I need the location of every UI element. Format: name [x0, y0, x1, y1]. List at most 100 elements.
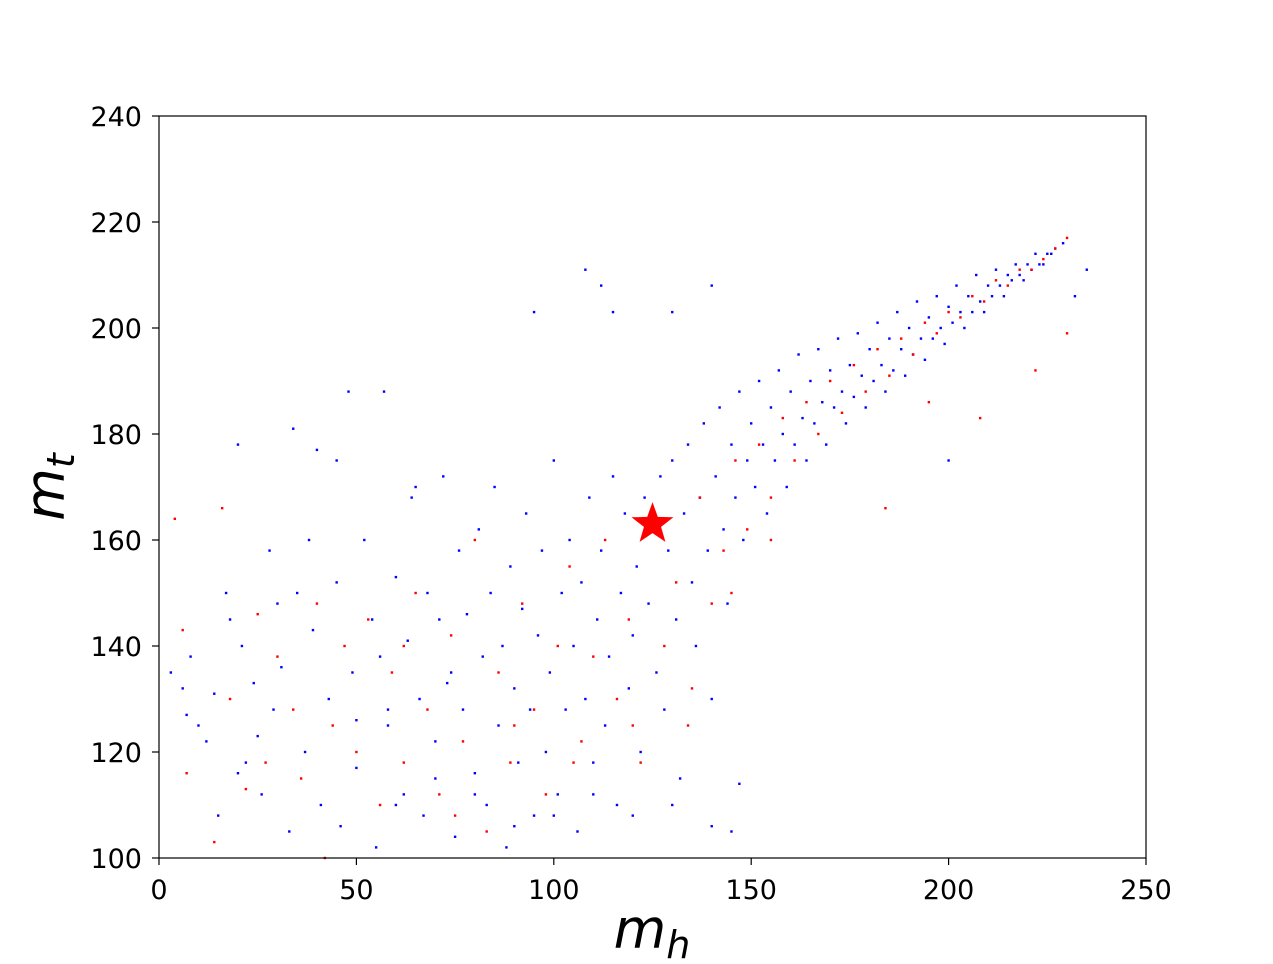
red-data-point: [343, 644, 346, 648]
red-data-point: [556, 644, 559, 648]
blue-data-point: [481, 655, 484, 658]
highlight-star-point: [631, 502, 674, 542]
red-data-point: [923, 321, 927, 324]
blue-data-point: [848, 363, 852, 367]
blue-data-point: [615, 803, 619, 807]
blue-data-point: [493, 485, 496, 489]
red-data-point: [228, 697, 232, 701]
blue-data-point: [730, 443, 733, 446]
blue-data-point: [947, 459, 950, 462]
blue-data-point: [288, 830, 291, 833]
blue-data-point: [627, 687, 631, 690]
red-data-point: [220, 507, 224, 510]
blue-data-point: [947, 305, 950, 308]
blue-data-point: [773, 459, 777, 462]
red-data-point: [674, 581, 678, 584]
red-data-point: [947, 310, 950, 314]
blue-data-point: [757, 379, 761, 383]
blue-data-point: [509, 565, 512, 568]
red-data-point: [367, 618, 370, 621]
blue-data-point: [971, 310, 974, 314]
blue-data-point: [765, 512, 769, 515]
y-tick-label: 140: [90, 632, 142, 663]
blue-data-point: [422, 814, 425, 817]
blue-data-point: [856, 332, 859, 335]
red-data-point: [276, 655, 279, 658]
blue-data-point: [647, 602, 650, 605]
blue-data-point: [1002, 295, 1006, 298]
blue-data-point: [702, 422, 706, 425]
blue-data-point: [189, 655, 192, 658]
blue-data-point: [809, 379, 812, 383]
blue-data-point: [943, 342, 946, 346]
blue-data-point: [268, 549, 271, 552]
red-data-point: [244, 787, 248, 791]
blue-data-point: [671, 459, 674, 462]
blue-data-point: [793, 443, 796, 446]
red-data-point: [852, 363, 856, 367]
blue-data-point: [951, 321, 954, 324]
red-data-point: [521, 602, 524, 605]
blue-data-point: [584, 697, 587, 701]
red-data-point: [1030, 268, 1033, 271]
blue-data-point: [1010, 279, 1013, 282]
blue-data-point: [572, 644, 575, 648]
blue-data-point: [710, 825, 713, 828]
blue-data-point: [438, 618, 441, 621]
blue-data-point: [560, 591, 563, 595]
blue-data-point: [521, 607, 524, 611]
red-data-point: [876, 348, 879, 351]
blue-data-point: [536, 634, 540, 637]
blue-data-point: [374, 846, 378, 849]
blue-data-point: [903, 374, 907, 377]
blue-data-point: [671, 310, 674, 314]
blue-data-point: [1018, 273, 1021, 277]
red-data-point: [568, 565, 571, 568]
blue-data-point: [789, 390, 792, 393]
red-data-point: [888, 374, 891, 377]
blue-data-point: [410, 496, 413, 499]
blue-data-point: [402, 793, 405, 796]
blue-data-point: [730, 830, 733, 833]
blue-data-point: [386, 708, 390, 711]
blue-data-point: [994, 268, 998, 271]
blue-data-point: [659, 475, 662, 478]
red-data-point: [580, 740, 583, 743]
blue-data-point: [967, 295, 970, 298]
blue-data-point: [998, 284, 1002, 287]
blue-data-point: [813, 422, 816, 425]
blue-data-point: [753, 485, 757, 489]
blue-data-point: [576, 830, 579, 833]
blue-data-point: [959, 310, 962, 314]
blue-data-point: [915, 300, 919, 303]
blue-data-point: [923, 358, 927, 361]
blue-data-point: [434, 740, 437, 743]
blue-data-point: [611, 310, 615, 314]
red-data-point: [181, 628, 184, 632]
blue-data-point: [434, 777, 437, 780]
red-data-point: [828, 379, 832, 383]
red-data-point: [592, 655, 595, 658]
blue-data-point: [599, 549, 603, 552]
blue-data-point: [307, 538, 311, 542]
plot-marks: [169, 236, 1088, 860]
blue-data-point: [880, 363, 883, 367]
red-data-point: [935, 332, 938, 335]
red-data-point: [686, 724, 690, 727]
y-tick-label: 100: [90, 844, 142, 875]
blue-data-point: [919, 337, 923, 340]
x-tick-label: 50: [339, 875, 373, 906]
red-data-point: [982, 300, 986, 303]
blue-data-point: [986, 284, 990, 287]
red-data-point: [730, 591, 733, 595]
red-data-point: [572, 761, 575, 764]
red-data-point: [911, 353, 915, 356]
blue-data-point: [185, 713, 188, 717]
y-tick-label: 200: [90, 314, 142, 345]
blue-data-point: [738, 390, 741, 393]
blue-data-point: [631, 814, 634, 817]
red-data-point: [994, 279, 998, 282]
blue-data-point: [836, 337, 840, 340]
red-data-point: [453, 814, 457, 817]
blue-data-point: [406, 639, 409, 642]
